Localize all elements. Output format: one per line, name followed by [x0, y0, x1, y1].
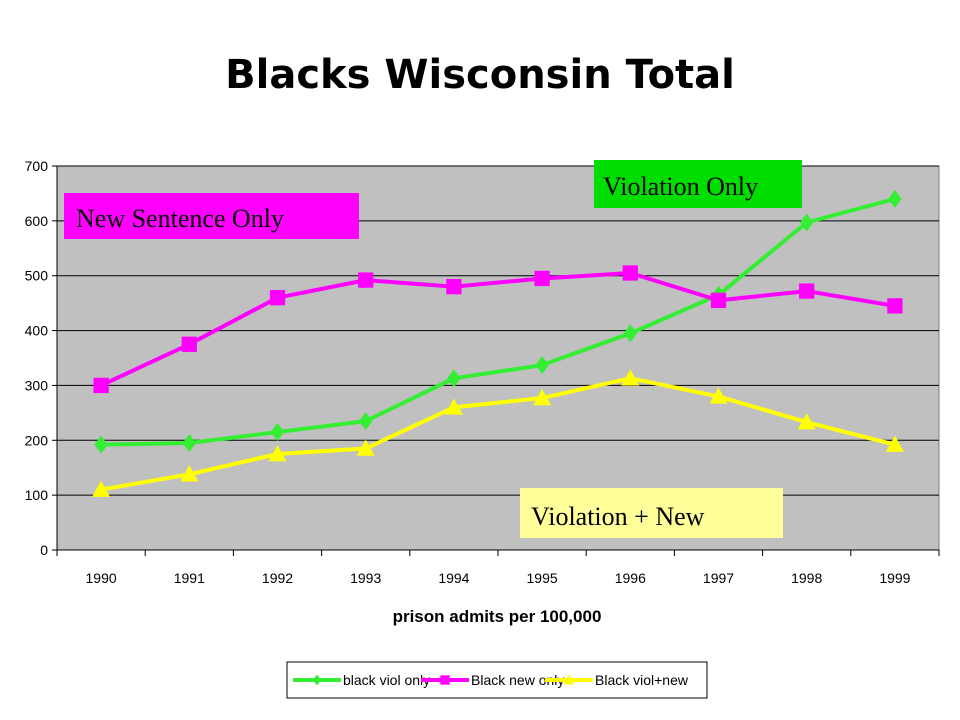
y-tick-label: 100: [25, 487, 49, 503]
data-point: [888, 189, 902, 208]
data-point: [94, 435, 108, 454]
annotation-violation-plus-new: Violation + New: [520, 488, 783, 538]
x-tick-label: 1992: [262, 570, 293, 586]
annotation-violation-plus-new-box: [520, 488, 783, 538]
legend-items: black viol only Black new only Black viol+…: [293, 672, 689, 688]
data-point: [93, 377, 109, 394]
data-point: [709, 387, 728, 404]
x-tick-label: 1993: [350, 570, 381, 586]
data-point: [623, 324, 638, 343]
data-point: [799, 213, 814, 232]
x-axis-label: prison admits per 100,000: [393, 607, 602, 626]
annotation-violation-only-box: [594, 160, 802, 208]
y-tick-label: 300: [25, 377, 49, 393]
data-point: [180, 465, 199, 482]
legend-swatch-marker: [563, 674, 575, 685]
data-point: [799, 283, 815, 299]
data-point: [182, 434, 197, 453]
x-tick-label: 1991: [174, 570, 205, 586]
data-point: [268, 445, 287, 462]
y-tick-label: 500: [25, 268, 49, 284]
data-point: [535, 356, 549, 375]
data-point: [622, 265, 638, 281]
axes: 0 100 200 300 400 500 600 700 1990 1991 1992 1993 19…: [25, 158, 940, 586]
legend-swatch-marker: [312, 674, 322, 686]
data-point: [92, 480, 111, 497]
x-tick-label: 1994: [438, 570, 469, 586]
series-1: [93, 265, 903, 394]
y-tick-label: 200: [25, 432, 49, 448]
legend-box: [286, 661, 708, 699]
legend-label: Black new only: [471, 672, 564, 688]
annotation-violation-only: Violation Only: [594, 160, 802, 208]
legend: black viol only Black new only Black viol+…: [286, 661, 708, 699]
data-point: [533, 389, 552, 406]
data-point: [358, 272, 374, 288]
x-tick-label: 1998: [791, 570, 822, 586]
annotation-new-sentence-only-box: [64, 193, 359, 239]
x-tick-label: 1990: [86, 570, 117, 586]
x-tick-label: 1997: [703, 570, 734, 586]
series-line: [100, 270, 896, 388]
data-point: [534, 270, 550, 287]
annotation-violation-plus-new-text: Violation + New: [531, 502, 705, 531]
chart-title: Blacks Wisconsin Total: [225, 52, 735, 98]
data-point: [358, 412, 373, 431]
annotation-new-sentence-only: New Sentence Only: [64, 193, 359, 239]
series-2: [92, 369, 904, 497]
data-point: [181, 336, 197, 352]
series-0: [94, 189, 902, 454]
x-tick-label: 1996: [615, 570, 646, 586]
data-point: [269, 290, 286, 306]
data-point: [887, 298, 903, 314]
series-layer: [92, 189, 904, 497]
y-tick-label: 600: [25, 213, 49, 229]
series-line: [100, 376, 896, 492]
x-tick-label: 1995: [527, 570, 558, 586]
data-point: [356, 439, 375, 456]
data-point: [444, 398, 463, 415]
x-tick-label: 1999: [879, 570, 910, 586]
data-point: [447, 369, 461, 388]
data-point: [446, 279, 462, 295]
y-tick-label: 0: [40, 542, 48, 558]
series-line: [101, 196, 896, 447]
data-point: [797, 413, 816, 430]
annotation-violation-only-text: Violation Only: [603, 172, 758, 201]
annotation-new-sentence-only-text: New Sentence Only: [76, 204, 284, 233]
data-point: [621, 369, 640, 386]
data-point: [885, 435, 904, 452]
legend-label: black viol only: [343, 672, 430, 688]
data-point: [710, 292, 727, 309]
y-tick-label: 700: [25, 158, 49, 174]
y-tick-label: 400: [25, 323, 49, 339]
legend-swatch-marker: [440, 675, 450, 685]
legend-label: Black viol+new: [595, 672, 689, 688]
data-point: [270, 423, 285, 442]
